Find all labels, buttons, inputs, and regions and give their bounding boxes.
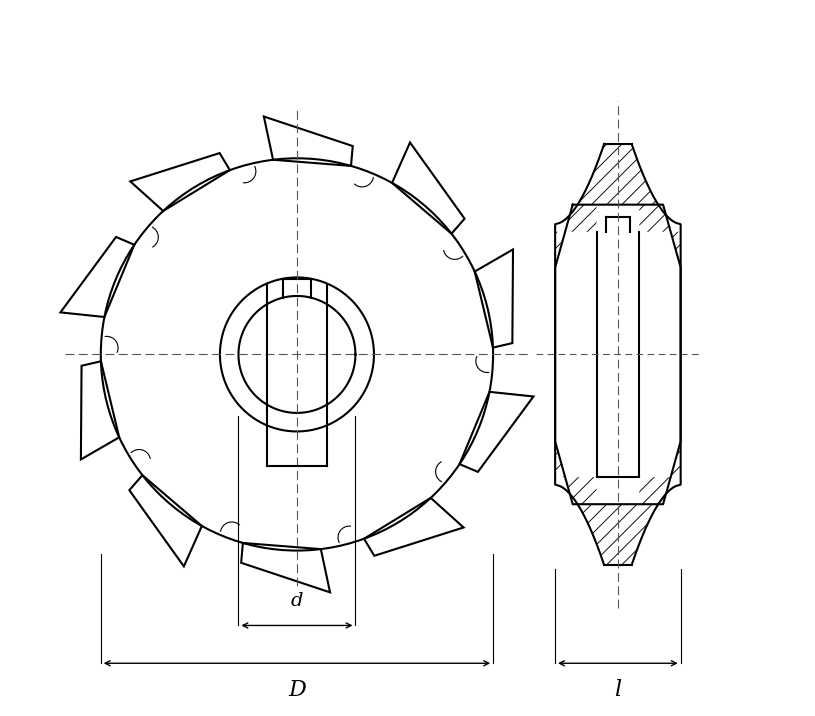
PathPatch shape — [573, 144, 663, 205]
Text: l: l — [615, 679, 622, 701]
PathPatch shape — [555, 205, 681, 268]
PathPatch shape — [555, 441, 681, 504]
PathPatch shape — [573, 504, 663, 565]
Text: D: D — [288, 679, 306, 701]
Text: d: d — [291, 591, 303, 610]
